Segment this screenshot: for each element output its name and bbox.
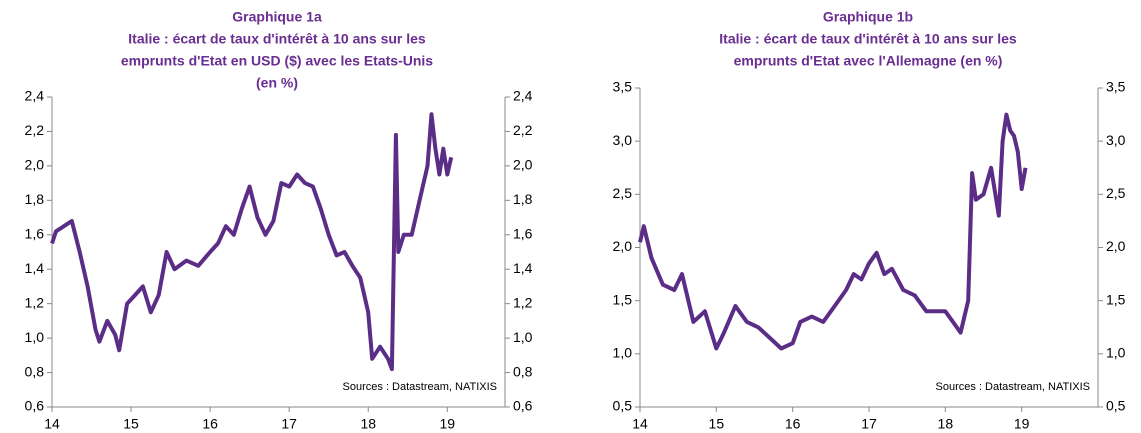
chart-subtitle: (en %) <box>256 75 298 91</box>
x-tick-label: 19 <box>439 416 455 432</box>
y-tick-label: 3,5 <box>613 79 633 95</box>
y-tick-label: 3,0 <box>613 132 633 148</box>
y-tick-label: 1,0 <box>25 329 45 345</box>
chart-title: Graphique 1b <box>823 9 913 25</box>
y2-tick-label: 1,0 <box>513 329 533 345</box>
y-tick-label: 0,6 <box>25 398 45 414</box>
y2-tick-label: 1,5 <box>1106 291 1126 307</box>
x-tick-label: 14 <box>44 416 60 432</box>
y2-tick-label: 2,0 <box>1106 238 1126 254</box>
x-tick-label: 18 <box>938 416 954 432</box>
x-tick-label: 15 <box>123 416 139 432</box>
chart-subtitle: emprunts d'Etat en USD ($) avec les Etat… <box>121 53 433 69</box>
y2-tick-label: 0,5 <box>1106 398 1126 414</box>
chart-subtitle: emprunts d'Etat avec l'Allemagne (en %) <box>734 53 1003 69</box>
x-tick-label: 17 <box>861 416 877 432</box>
y-tick-label: 2,5 <box>613 185 633 201</box>
y-tick-label: 1,8 <box>25 191 45 207</box>
y2-tick-label: 2,0 <box>513 157 533 173</box>
y2-tick-label: 3,0 <box>1106 132 1126 148</box>
y-tick-label: 2,0 <box>613 238 633 254</box>
x-tick-label: 15 <box>709 416 725 432</box>
y2-tick-label: 2,2 <box>513 122 533 138</box>
y2-tick-label: 1,2 <box>513 294 533 310</box>
y-tick-label: 1,2 <box>25 294 45 310</box>
series-line <box>638 112 1028 351</box>
y-tick-label: 1,4 <box>25 260 45 276</box>
y-tick-label: 1,5 <box>613 291 633 307</box>
source-note: Sources : Datastream, NATIXIS <box>343 381 497 393</box>
y2-tick-label: 1,6 <box>513 225 533 241</box>
y-tick-label: 1,0 <box>613 345 633 361</box>
series-line <box>50 112 454 372</box>
y-tick-label: 2,0 <box>25 157 45 173</box>
y2-tick-label: 2,5 <box>1106 185 1126 201</box>
chart-subtitle: Italie : écart de taux d'intérêt à 10 an… <box>719 31 1017 47</box>
y2-tick-label: 1,8 <box>513 191 533 207</box>
chart-title: Graphique 1a <box>232 9 322 25</box>
x-tick-label: 16 <box>785 416 801 432</box>
y-tick-label: 1,6 <box>25 225 45 241</box>
y-tick-label: 2,4 <box>25 88 45 104</box>
y-tick-label: 0,8 <box>25 363 45 379</box>
source-note: Sources : Datastream, NATIXIS <box>936 381 1090 393</box>
y-tick-label: 2,2 <box>25 122 45 138</box>
y2-tick-label: 3,5 <box>1106 79 1126 95</box>
y2-tick-label: 1,0 <box>1106 345 1126 361</box>
y2-tick-label: 0,8 <box>513 363 533 379</box>
x-tick-label: 14 <box>632 416 648 432</box>
chart-subtitle: Italie : écart de taux d'intérêt à 10 an… <box>128 31 426 47</box>
x-tick-label: 16 <box>202 416 218 432</box>
x-tick-label: 17 <box>281 416 297 432</box>
y-tick-label: 0,5 <box>613 398 633 414</box>
y2-tick-label: 0,6 <box>513 398 533 414</box>
x-tick-label: 18 <box>360 416 376 432</box>
y2-tick-label: 2,4 <box>513 88 533 104</box>
y2-tick-label: 1,4 <box>513 260 533 276</box>
x-tick-label: 19 <box>1014 416 1030 432</box>
